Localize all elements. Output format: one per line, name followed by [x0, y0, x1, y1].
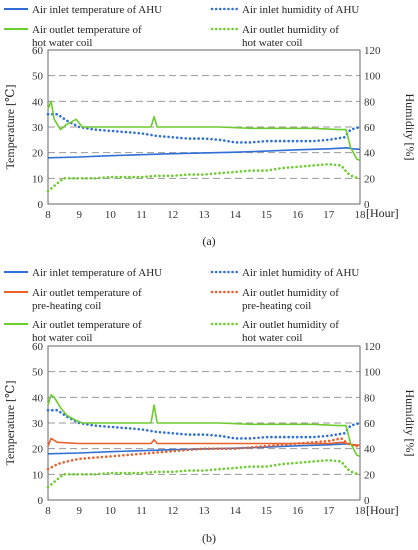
- y2-axis-label-a: Humidity [%]: [403, 94, 417, 161]
- legend-label-hwc-humidity-b-line2: hot water coil: [242, 332, 302, 344]
- x-tick-label: 17: [323, 505, 335, 517]
- y-tick-label: 10: [32, 173, 44, 185]
- x-tick-label: 15: [261, 505, 273, 517]
- legend-a: Air inlet temperature of AHU Air inlet h…: [4, 4, 359, 49]
- y2-tick-label: 60: [364, 418, 376, 430]
- x-tick-label: 15: [261, 209, 273, 221]
- series-line-1: [47, 147, 361, 159]
- x-tick-label: 9: [76, 209, 82, 221]
- series-line-6: [46, 458, 362, 489]
- y-ticks-b: 0 10 20 30 40 50 60: [32, 341, 44, 507]
- legend-label-inlet-temp-b: Air inlet temperature of AHU: [32, 267, 162, 279]
- x-tick-label: 12: [167, 209, 178, 221]
- x-axis-label-b: [Hour]: [366, 503, 399, 517]
- x-tick-label: 17: [323, 209, 335, 221]
- legend-label-hwc-humidity-b: Air outlet humidity of: [242, 319, 339, 331]
- y2-tick-label: 40: [364, 444, 376, 456]
- panel-b: 0 10 20 30 40 50 60 0 20 40 60 80 100 120 8 9 10 11 12 13…: [3, 341, 417, 545]
- x-tick-label: 11: [136, 505, 147, 517]
- legend-label-phc-temp: Air outlet temperature of: [32, 287, 142, 299]
- y-axis-label-a: Temperature [℃]: [3, 85, 17, 170]
- caption-b: (b): [202, 531, 216, 545]
- legend-label-phc-humidity: Air outlet humidity of: [242, 287, 339, 299]
- legend-label-hwc-temp-b-line2: hot water coil: [32, 332, 92, 344]
- series-line-4: [46, 162, 362, 193]
- y2-tick-label: 100: [364, 71, 381, 83]
- x-tick-label: 16: [292, 209, 304, 221]
- y-tick-label: 20: [32, 444, 44, 456]
- y-tick-label: 50: [32, 367, 44, 379]
- plot-frame-b: [47, 345, 361, 501]
- y-tick-label: 0: [38, 199, 44, 211]
- series-line-4: [46, 437, 362, 471]
- y-tick-label: 30: [32, 418, 44, 430]
- legend-label-inlet-temp: Air inlet temperature of AHU: [32, 4, 162, 16]
- legend-label-phc-humidity-line2: pre-heating coil: [242, 300, 311, 312]
- legend-b: Air inlet temperature of AHU Air inlet h…: [4, 267, 359, 344]
- y-tick-label: 60: [32, 341, 44, 353]
- x-tick-label: 18: [355, 209, 367, 221]
- series-line-2: [46, 408, 362, 440]
- y-tick-label: 50: [32, 71, 44, 83]
- legend-label-hwc-humidity: Air outlet humidity of: [242, 24, 339, 36]
- x-tick-label: 13: [199, 209, 211, 221]
- y2-ticks-a: 0 20 40 60 80 100 120: [364, 45, 381, 211]
- x-tick-label: 9: [76, 505, 82, 517]
- x-tick-label: 14: [230, 505, 242, 517]
- y-tick-label: 30: [32, 122, 44, 134]
- x-tick-label: 10: [105, 209, 117, 221]
- x-tick-label: 11: [136, 209, 147, 221]
- x-tick-label: 8: [45, 505, 51, 517]
- y-axis-label-b: Temperature [℃]: [3, 381, 17, 466]
- y2-tick-label: 40: [364, 148, 376, 160]
- x-tick-label: 10: [105, 505, 117, 517]
- legend-label-hwc-humidity-line2: hot water coil: [242, 37, 302, 49]
- y2-tick-label: 100: [364, 367, 381, 379]
- y2-tick-label: 120: [364, 45, 381, 57]
- y2-tick-label: 80: [364, 96, 376, 108]
- plot-frame-a: [47, 49, 361, 205]
- legend-label-hwc-temp-b: Air outlet temperature of: [32, 319, 142, 331]
- y-tick-label: 10: [32, 469, 44, 481]
- y2-tick-label: 60: [364, 122, 376, 134]
- series-line-3: [47, 100, 361, 162]
- x-ticks-b: 8 9 10 11 12 13 14 15 16 17 18: [45, 505, 366, 517]
- x-ticks-a: 8 9 10 11 12 13 14 15 16 17 18: [45, 209, 366, 221]
- y2-tick-label: 20: [364, 173, 376, 185]
- legend-label-hwc-temp: Air outlet temperature of: [32, 24, 142, 36]
- x-tick-label: 18: [355, 505, 367, 517]
- y2-tick-label: 20: [364, 469, 376, 481]
- y2-tick-label: 80: [364, 392, 376, 404]
- y-tick-label: 40: [32, 392, 44, 404]
- y-ticks-a: 0 10 20 30 40 50 60: [32, 45, 44, 211]
- y-tick-label: 60: [32, 45, 44, 57]
- legend-label-inlet-humidity-b: Air inlet humidity of AHU: [242, 267, 359, 279]
- y-tick-label: 0: [38, 495, 44, 507]
- series-b: [46, 393, 362, 489]
- legend-label-inlet-humidity: Air inlet humidity of AHU: [242, 4, 359, 16]
- series-line-2: [46, 112, 362, 144]
- series-a: [46, 100, 362, 193]
- x-axis-label-a: [Hour]: [366, 206, 399, 220]
- panel-a: 0 10 20 30 40 50 60 0 20 40 60 80 100 120 8 9 10 11 12 13…: [3, 45, 417, 248]
- y2-tick-label: 0: [364, 199, 370, 211]
- legend-label-hwc-temp-line2: hot water coil: [32, 37, 92, 49]
- series-line-3: [47, 437, 361, 447]
- y-tick-label: 20: [32, 148, 44, 160]
- y2-tick-label: 0: [364, 495, 370, 507]
- y2-tick-label: 120: [364, 341, 381, 353]
- legend-label-phc-temp-line2: pre-heating coil: [32, 300, 101, 312]
- y-tick-label: 40: [32, 96, 44, 108]
- x-tick-label: 12: [167, 505, 178, 517]
- series-line-5: [47, 393, 361, 458]
- caption-a: (a): [202, 234, 215, 248]
- x-tick-label: 8: [45, 209, 51, 221]
- x-tick-label: 14: [230, 209, 242, 221]
- y2-ticks-b: 0 20 40 60 80 100 120: [364, 341, 381, 507]
- x-tick-label: 13: [199, 505, 211, 517]
- y2-axis-label-b: Humidity [%]: [403, 390, 417, 457]
- x-tick-label: 16: [292, 505, 304, 517]
